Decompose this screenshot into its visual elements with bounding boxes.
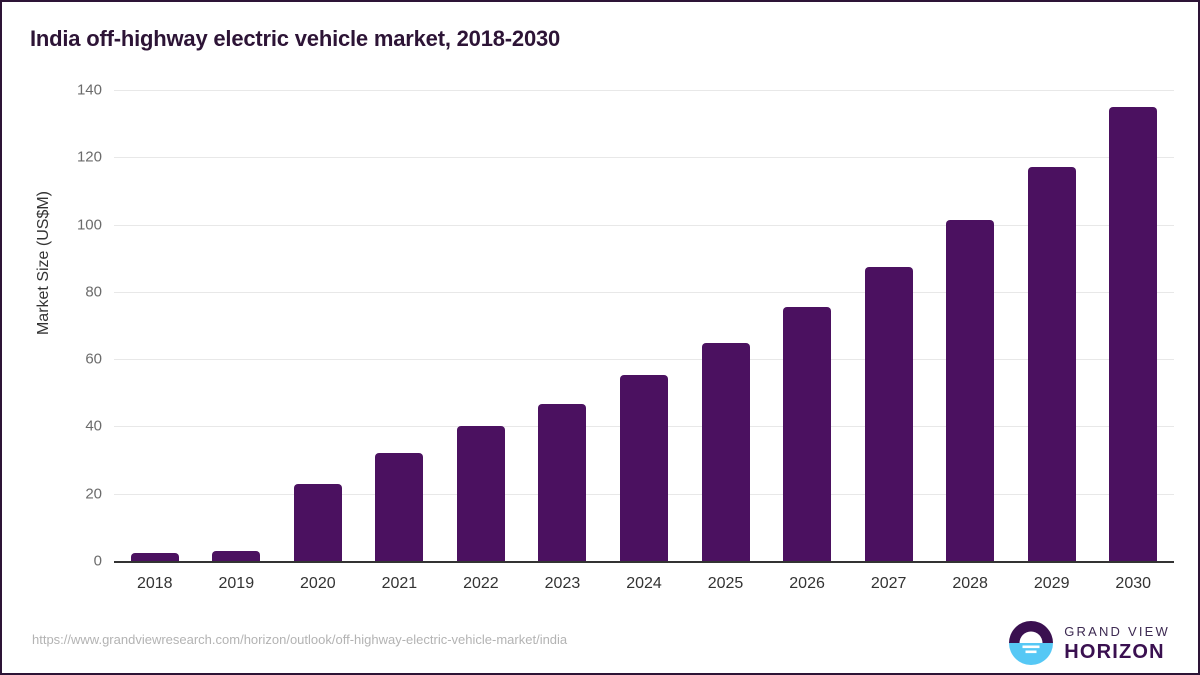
logo-text: GRAND VIEW HORIZON [1064, 625, 1170, 662]
x-tick-label-2022: 2022 [463, 575, 499, 592]
bar-2020[interactable] [293, 484, 342, 561]
x-tick-label-2023: 2023 [544, 575, 581, 592]
y-tick-label: 60 [85, 350, 102, 368]
gridline [114, 291, 1174, 293]
x-tick-label-2020: 2020 [300, 575, 336, 592]
bar-2029[interactable] [1027, 167, 1076, 561]
gridline [114, 90, 1174, 91]
x-tick-label-2028: 2028 [952, 575, 988, 592]
horizon-sun-icon [1009, 621, 1054, 665]
x-tick-label-2025: 2025 [707, 575, 744, 592]
bar-2030[interactable] [1109, 106, 1158, 561]
logo-text-line2: HORIZON [1064, 640, 1165, 663]
x-tick-label-2030: 2030 [1115, 575, 1152, 592]
bar-2028[interactable] [946, 219, 995, 561]
logo-text-line1: GRAND VIEW [1064, 623, 1170, 639]
bar-2026[interactable] [783, 306, 832, 561]
bar-2018[interactable] [130, 552, 179, 561]
bar-2023[interactable] [538, 403, 587, 561]
gridline [114, 157, 1174, 159]
bar-2027[interactable] [864, 266, 913, 561]
bar-2024[interactable] [620, 375, 668, 561]
y-tick-label: 140 [76, 81, 102, 99]
y-tick-label: 80 [85, 283, 102, 301]
bar-2019[interactable] [212, 550, 261, 561]
y-tick-label: 120 [76, 148, 102, 166]
x-tick-label-2018: 2018 [136, 575, 173, 592]
x-tick-label-2019: 2019 [218, 575, 255, 592]
plot-area [114, 90, 1174, 561]
x-tick-label-2026: 2026 [789, 575, 825, 592]
bar-2025[interactable] [701, 343, 750, 561]
gridline [114, 224, 1174, 226]
x-tick-label-2021: 2021 [381, 575, 418, 592]
y-tick-label: 0 [93, 552, 102, 570]
bar-2021[interactable] [375, 453, 424, 561]
y-tick-label: 20 [85, 485, 102, 503]
source-url[interactable]: https://www.grandviewresearch.com/horizo… [32, 632, 568, 647]
x-axis-line [114, 561, 1174, 563]
page-title: India off-highway electric vehicle marke… [30, 26, 561, 51]
x-tick-label-2027: 2027 [870, 575, 907, 592]
brand-logo[interactable]: GRAND VIEW HORIZON [1008, 620, 1170, 666]
y-tick-label: 100 [76, 216, 102, 234]
gridline [114, 359, 1174, 361]
x-tick-label-2024: 2024 [626, 575, 662, 592]
y-axis-tick-labels: 0 20 40 60 80 100 120 140 [24, 82, 102, 570]
bar-2022[interactable] [456, 426, 505, 561]
x-tick-label-2029: 2029 [1033, 575, 1070, 592]
y-tick-label: 40 [85, 417, 102, 435]
x-axis-tick-labels: 2018 2019 2020 2021 2022 2023 2024 2025 2026 2027… [114, 563, 1174, 597]
